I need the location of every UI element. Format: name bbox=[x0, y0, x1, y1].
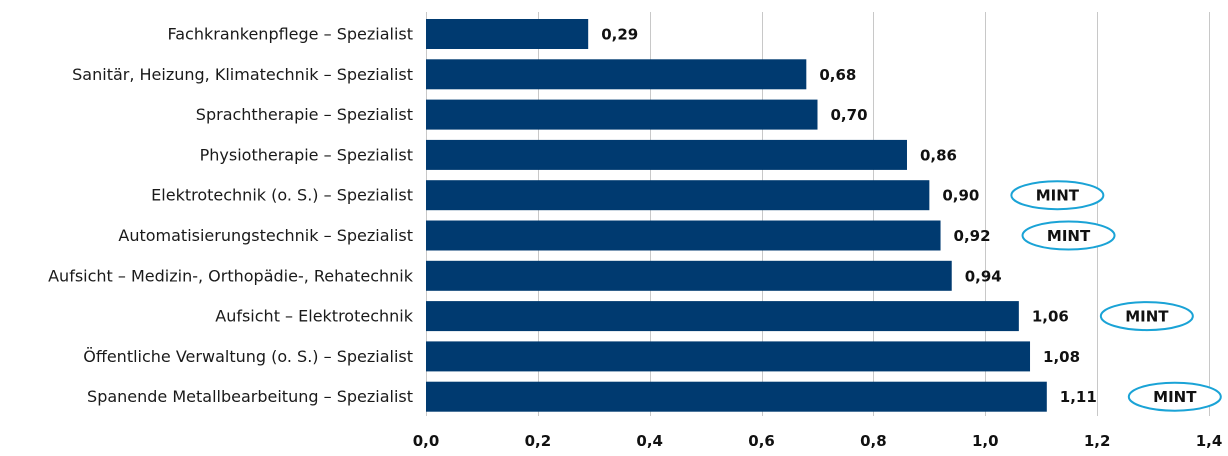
x-tick-label: 0,2 bbox=[525, 432, 552, 450]
x-tick-label: 1,0 bbox=[972, 432, 999, 450]
mint-badge bbox=[1099, 301, 1194, 332]
category-label: Aufsicht – Elektrotechnik bbox=[215, 307, 413, 326]
bar bbox=[426, 19, 589, 49]
category-label: Spanende Metallbearbeitung – Spezialist bbox=[87, 387, 413, 406]
bar bbox=[426, 381, 1047, 412]
x-tick-label: 0,8 bbox=[860, 432, 887, 450]
mint-badge-label: MINT bbox=[1125, 308, 1169, 326]
value-label: 1,11 bbox=[1060, 388, 1097, 406]
x-tick-label: 1,4 bbox=[1196, 432, 1223, 450]
category-label: Öffentliche Verwaltung (o. S.) – Spezial… bbox=[83, 347, 413, 366]
value-label: 1,06 bbox=[1032, 308, 1069, 326]
x-axis-tick-labels: 0,0 0,2 0,4 0,6 0,8 1,0 1,2 1,4 bbox=[413, 432, 1223, 450]
value-label: 0,86 bbox=[920, 146, 957, 164]
bar bbox=[426, 59, 807, 90]
mint-badge-label: MINT bbox=[1047, 227, 1091, 245]
category-label: Sprachtherapie – Spezialist bbox=[196, 105, 413, 124]
mint-badges: MINT MINT MINT MINT bbox=[1010, 180, 1222, 412]
bar bbox=[426, 139, 907, 170]
bar bbox=[426, 341, 1031, 372]
category-label: Elektrotechnik (o. S.) – Spezialist bbox=[151, 186, 413, 205]
bar bbox=[426, 260, 952, 291]
bar bbox=[426, 99, 818, 130]
value-label: 0,70 bbox=[831, 106, 868, 124]
bar bbox=[426, 180, 930, 211]
x-tick-label: 0,0 bbox=[413, 432, 440, 450]
value-label: 0,29 bbox=[601, 26, 638, 44]
value-label: 0,92 bbox=[954, 227, 991, 245]
value-label: 0,68 bbox=[819, 66, 856, 84]
value-label: 0,90 bbox=[942, 187, 979, 205]
bars bbox=[426, 19, 1047, 412]
mint-badge bbox=[1021, 220, 1116, 251]
bar bbox=[426, 301, 1019, 332]
mint-badge-label: MINT bbox=[1036, 187, 1080, 205]
bar bbox=[426, 220, 941, 251]
category-labels: Fachkrankenpflege – Spezialist Sanitär, H… bbox=[48, 25, 414, 407]
x-tick-label: 1,2 bbox=[1084, 432, 1111, 450]
x-tick-label: 0,4 bbox=[636, 432, 663, 450]
category-label: Sanitär, Heizung, Klimatechnik – Spezial… bbox=[72, 65, 413, 84]
mint-badge bbox=[1010, 180, 1105, 211]
value-label: 0,94 bbox=[965, 267, 1002, 285]
category-label: Fachkrankenpflege – Spezialist bbox=[168, 25, 414, 44]
value-label: 1,08 bbox=[1043, 348, 1080, 366]
x-tick-label: 0,6 bbox=[748, 432, 775, 450]
category-label: Physiotherapie – Spezialist bbox=[200, 145, 413, 164]
category-label: Automatisierungstechnik – Spezialist bbox=[118, 226, 413, 245]
category-label: Aufsicht – Medizin-, Orthopädie-, Rehate… bbox=[48, 266, 414, 285]
mint-badge bbox=[1127, 381, 1222, 412]
value-labels: 0,29 0,68 0,70 0,86 0,90 0,92 0,94 1,06 1,08 1,11 bbox=[601, 26, 1097, 407]
mint-badge-label: MINT bbox=[1153, 388, 1197, 406]
